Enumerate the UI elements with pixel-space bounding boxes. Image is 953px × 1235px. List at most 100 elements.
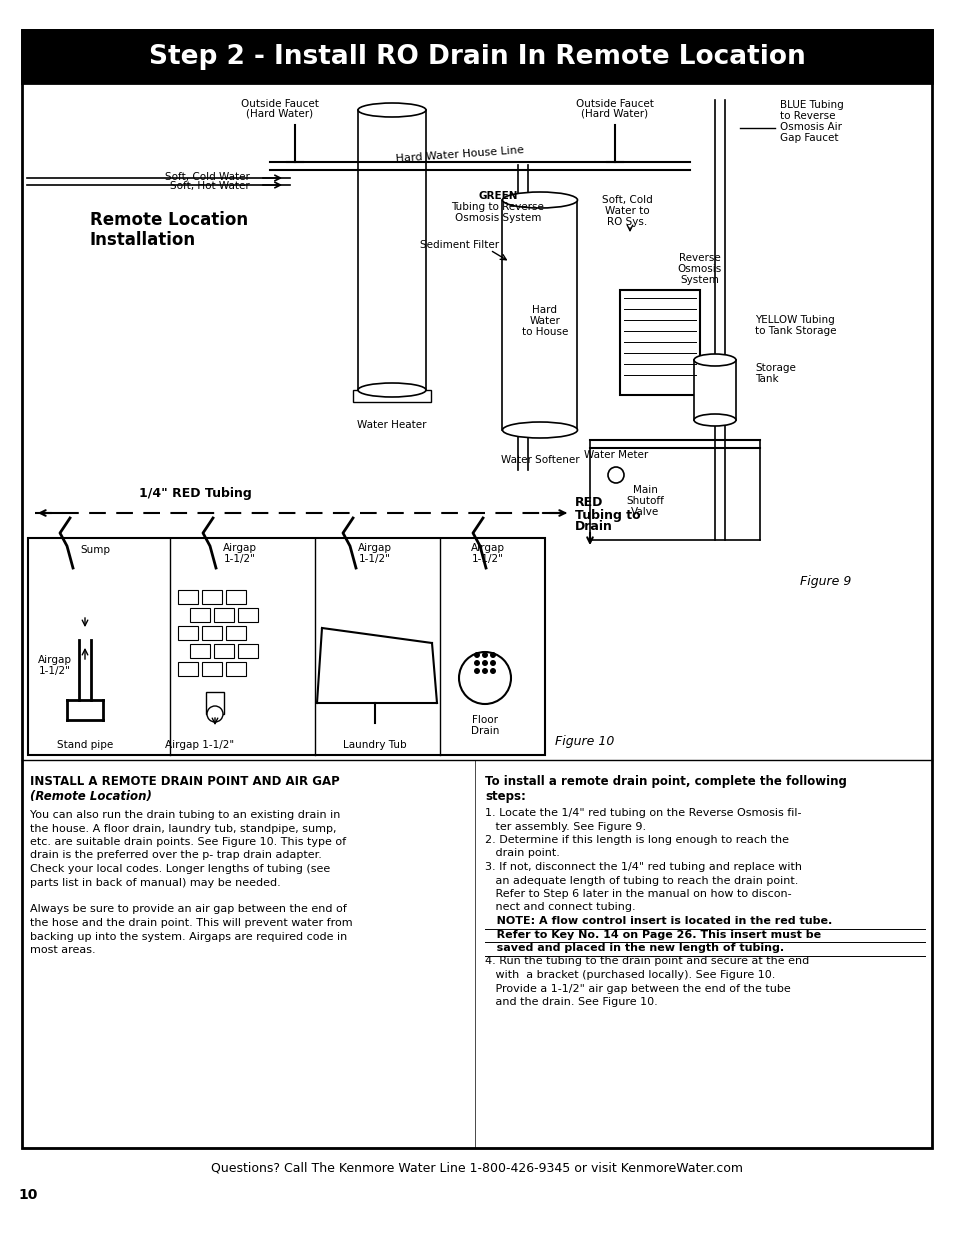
Circle shape [474,668,479,674]
Text: Hard Water House Line: Hard Water House Line [395,146,524,164]
Text: Tubing to Reverse: Tubing to Reverse [451,203,544,212]
Text: most areas.: most areas. [30,945,95,955]
Text: Check your local codes. Longer lengths of tubing (see: Check your local codes. Longer lengths o… [30,864,330,874]
Text: Valve: Valve [630,508,659,517]
Circle shape [481,668,488,674]
Text: Refer to Step 6 later in the manual on how to discon-: Refer to Step 6 later in the manual on h… [484,889,791,899]
Text: 1. Locate the 1/4" red tubing on the Reverse Osmosis fil-: 1. Locate the 1/4" red tubing on the Rev… [484,808,801,818]
Text: backing up into the system. Airgaps are required code in: backing up into the system. Airgaps are … [30,931,347,941]
Text: Hard: Hard [532,305,557,315]
Text: Gap Faucet: Gap Faucet [780,133,838,143]
Text: Reverse: Reverse [679,253,720,263]
Text: You can also run the drain tubing to an existing drain in: You can also run the drain tubing to an … [30,810,340,820]
Text: Outside Faucet: Outside Faucet [241,99,318,109]
Bar [202,626,222,640]
Text: RED: RED [575,496,602,510]
Text: Main: Main [632,485,657,495]
Text: Water Meter: Water Meter [583,450,647,459]
Bar [693,359,735,420]
Text: BLUE Tubing: BLUE Tubing [780,100,842,110]
Text: Water to: Water to [604,206,649,216]
Text: Airgap: Airgap [223,543,256,553]
Text: Refer to Key No. 14 on Page 26. This insert must be: Refer to Key No. 14 on Page 26. This ins… [484,930,821,940]
Ellipse shape [502,191,577,207]
Bar [190,608,210,622]
Bar [357,110,426,390]
Ellipse shape [693,414,735,426]
Bar [178,662,198,676]
Text: steps:: steps: [484,790,525,803]
Text: Airgap: Airgap [38,655,71,664]
Bar [206,692,224,714]
Text: Outside Faucet: Outside Faucet [576,99,653,109]
Bar [202,662,222,676]
Text: Floor: Floor [472,715,497,725]
Text: Drain: Drain [471,726,498,736]
Text: Tank: Tank [754,374,778,384]
Circle shape [490,652,496,658]
Text: Airgap 1-1/2": Airgap 1-1/2" [165,740,234,750]
Text: Always be sure to provide an air gap between the end of: Always be sure to provide an air gap bet… [30,904,346,914]
Ellipse shape [357,383,426,396]
Text: an adequate length of tubing to reach the drain point.: an adequate length of tubing to reach th… [484,876,798,885]
Text: Remote Location: Remote Location [90,211,248,228]
Text: Tubing to: Tubing to [575,509,640,521]
Text: parts list in back of manual) may be needed.: parts list in back of manual) may be nee… [30,878,280,888]
Text: Water Heater: Water Heater [356,420,426,430]
Text: drain is the preferred over the p- trap drain adapter.: drain is the preferred over the p- trap … [30,851,321,861]
Text: the house. A floor drain, laundry tub, standpipe, sump,: the house. A floor drain, laundry tub, s… [30,824,336,834]
Circle shape [490,659,496,666]
Text: Water: Water [529,316,559,326]
Text: Shutoff: Shutoff [625,496,663,506]
Bar [237,643,257,658]
Text: 1/4" RED Tubing: 1/4" RED Tubing [138,487,251,499]
Text: to Reverse: to Reverse [780,111,835,121]
Text: 10: 10 [18,1188,37,1202]
Text: Sediment Filter: Sediment Filter [420,240,499,249]
Text: NOTE: A flow control insert is located in the red tube.: NOTE: A flow control insert is located i… [484,916,831,926]
Bar [226,590,246,604]
Text: Osmosis System: Osmosis System [455,212,540,224]
Text: To install a remote drain point, complete the following: To install a remote drain point, complet… [484,776,846,788]
Text: 4. Run the tubing to the drain point and secure at the end: 4. Run the tubing to the drain point and… [484,956,808,967]
Text: YELLOW Tubing: YELLOW Tubing [754,315,834,325]
Text: Airgap: Airgap [471,543,504,553]
Text: saved and placed in the new length of tubing.: saved and placed in the new length of tu… [484,944,783,953]
Text: Figure 10: Figure 10 [555,736,614,748]
Bar [213,643,233,658]
Bar [512,240,527,295]
Text: 1-1/2": 1-1/2" [358,555,391,564]
Bar [226,662,246,676]
Circle shape [481,659,488,666]
Text: with  a bracket (purchased locally). See Figure 10.: with a bracket (purchased locally). See … [484,969,775,981]
Text: 2. Determine if this length is long enough to reach the: 2. Determine if this length is long enou… [484,835,788,845]
Bar [178,590,198,604]
Circle shape [474,659,479,666]
Text: Stand pipe: Stand pipe [57,740,113,750]
Bar [202,590,222,604]
Text: 1-1/2": 1-1/2" [224,555,255,564]
Ellipse shape [502,422,577,438]
Text: (Hard Water): (Hard Water) [246,107,314,119]
Text: drain point.: drain point. [484,848,559,858]
Text: Questions? Call The Kenmore Water Line 1-800-426-9345 or visit KenmoreWater.com: Questions? Call The Kenmore Water Line 1… [211,1161,742,1174]
Text: RO Sys.: RO Sys. [606,217,646,227]
Bar [353,390,431,403]
Text: System: System [679,275,719,285]
Text: the hose and the drain point. This will prevent water from: the hose and the drain point. This will … [30,918,353,927]
Text: Step 2 - Install RO Drain In Remote Location: Step 2 - Install RO Drain In Remote Loca… [149,43,804,69]
Text: GREEN: GREEN [477,191,517,201]
Text: Soft, Hot Water: Soft, Hot Water [170,182,250,191]
Ellipse shape [357,103,426,117]
Ellipse shape [693,354,735,366]
Bar [237,608,257,622]
Text: to House: to House [521,327,568,337]
Ellipse shape [207,706,223,722]
Text: Soft, Cold: Soft, Cold [601,195,652,205]
Text: 1-1/2": 1-1/2" [472,555,503,564]
Text: and the drain. See Figure 10.: and the drain. See Figure 10. [484,997,657,1007]
Text: Drain: Drain [575,520,612,534]
Text: 1-1/2": 1-1/2" [39,666,71,676]
Circle shape [458,652,511,704]
Text: Storage: Storage [754,363,795,373]
